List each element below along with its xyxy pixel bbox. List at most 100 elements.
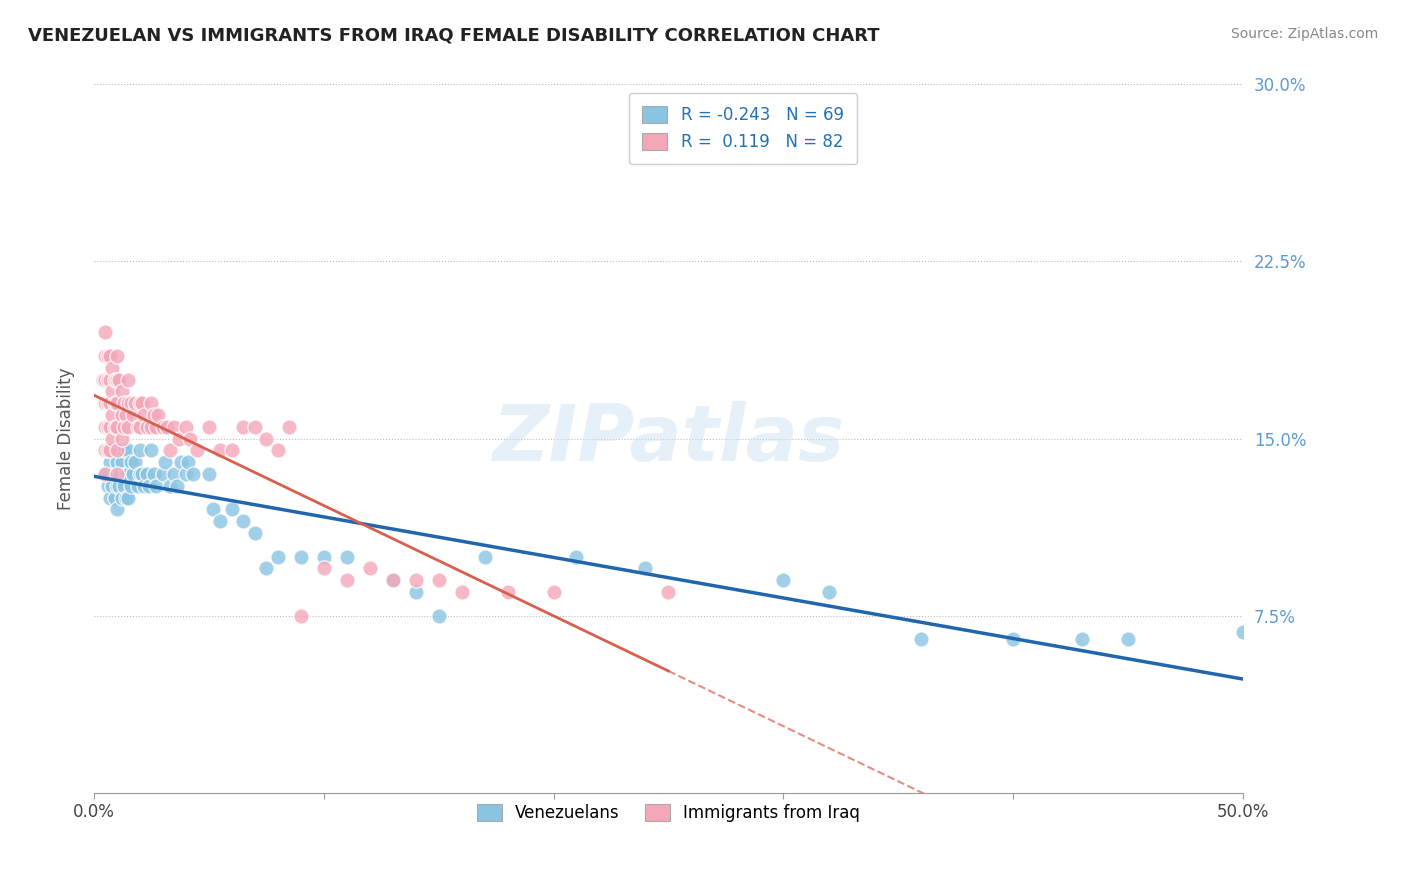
Point xyxy=(202,502,225,516)
Point xyxy=(145,479,167,493)
Point xyxy=(634,561,657,575)
Point xyxy=(496,585,519,599)
Point xyxy=(101,360,124,375)
Point xyxy=(101,479,124,493)
Point xyxy=(405,585,427,599)
Point xyxy=(156,419,179,434)
Point xyxy=(112,443,135,458)
Point xyxy=(359,561,381,575)
Point xyxy=(131,396,153,410)
Point xyxy=(209,514,232,528)
Point xyxy=(254,561,277,575)
Point xyxy=(110,491,132,505)
Point xyxy=(254,432,277,446)
Point xyxy=(232,514,254,528)
Point xyxy=(98,419,121,434)
Point xyxy=(131,467,153,481)
Point xyxy=(381,573,404,587)
Point xyxy=(98,396,121,410)
Point xyxy=(94,467,117,481)
Point xyxy=(105,419,128,434)
Point xyxy=(159,443,181,458)
Point xyxy=(772,573,794,587)
Point xyxy=(543,585,565,599)
Point xyxy=(112,479,135,493)
Point xyxy=(105,349,128,363)
Point xyxy=(120,396,142,410)
Point xyxy=(105,396,128,410)
Point xyxy=(97,349,120,363)
Point xyxy=(174,467,197,481)
Point xyxy=(101,408,124,422)
Point xyxy=(243,526,266,541)
Point xyxy=(221,502,243,516)
Point xyxy=(94,326,117,340)
Point xyxy=(127,479,149,493)
Point xyxy=(163,419,186,434)
Point xyxy=(120,479,142,493)
Point xyxy=(128,467,150,481)
Point xyxy=(105,502,128,516)
Point xyxy=(135,467,157,481)
Point xyxy=(104,467,127,481)
Point xyxy=(105,443,128,458)
Point xyxy=(117,443,139,458)
Point xyxy=(117,491,139,505)
Point xyxy=(97,419,120,434)
Point xyxy=(135,419,157,434)
Point xyxy=(267,443,290,458)
Point xyxy=(177,455,200,469)
Point xyxy=(108,372,131,386)
Point xyxy=(290,608,312,623)
Point xyxy=(97,443,120,458)
Point xyxy=(209,443,232,458)
Point xyxy=(141,443,163,458)
Point xyxy=(474,549,496,564)
Point xyxy=(94,443,117,458)
Point xyxy=(910,632,932,647)
Point xyxy=(97,479,120,493)
Point xyxy=(138,479,160,493)
Point xyxy=(179,432,201,446)
Point xyxy=(152,419,174,434)
Point xyxy=(127,419,149,434)
Point xyxy=(1002,632,1025,647)
Point xyxy=(336,549,359,564)
Point xyxy=(148,408,170,422)
Point xyxy=(427,608,450,623)
Point xyxy=(98,372,121,386)
Point xyxy=(110,408,132,422)
Point xyxy=(98,349,121,363)
Point xyxy=(163,467,186,481)
Point xyxy=(94,349,117,363)
Point xyxy=(104,372,127,386)
Point xyxy=(141,396,163,410)
Point xyxy=(115,467,138,481)
Point xyxy=(124,455,146,469)
Point xyxy=(153,455,176,469)
Point xyxy=(243,419,266,434)
Point xyxy=(198,419,221,434)
Point xyxy=(166,479,188,493)
Point xyxy=(278,419,301,434)
Point xyxy=(565,549,588,564)
Point xyxy=(101,384,124,399)
Point xyxy=(232,419,254,434)
Point xyxy=(104,396,127,410)
Point xyxy=(128,396,150,410)
Point xyxy=(142,467,165,481)
Point xyxy=(124,396,146,410)
Text: VENEZUELAN VS IMMIGRANTS FROM IRAQ FEMALE DISABILITY CORRELATION CHART: VENEZUELAN VS IMMIGRANTS FROM IRAQ FEMAL… xyxy=(28,27,880,45)
Point xyxy=(1232,625,1254,640)
Point xyxy=(141,419,163,434)
Point xyxy=(159,479,181,493)
Point xyxy=(112,396,135,410)
Point xyxy=(98,443,121,458)
Point xyxy=(267,549,290,564)
Legend: Venezuelans, Immigrants from Iraq: Venezuelans, Immigrants from Iraq xyxy=(465,792,872,834)
Point xyxy=(91,372,114,386)
Point xyxy=(186,443,208,458)
Point xyxy=(117,467,139,481)
Point xyxy=(115,408,138,422)
Point xyxy=(104,491,127,505)
